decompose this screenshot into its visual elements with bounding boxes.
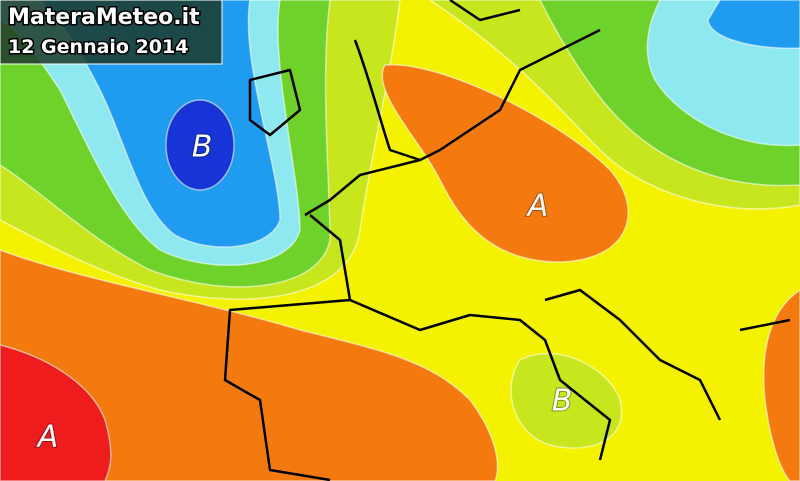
pressure-label: A bbox=[526, 189, 549, 224]
coastline bbox=[419, 0, 601, 162]
isobar-region bbox=[0, 344, 112, 481]
isobar-region bbox=[0, 249, 499, 481]
map-date: 12 Gennaio 2014 bbox=[8, 36, 188, 58]
site-name: MateraMeteo.it bbox=[8, 5, 200, 30]
isobar-region bbox=[381, 64, 629, 263]
header-box bbox=[0, 0, 223, 65]
coastline bbox=[248, 68, 302, 137]
pressure-label: A bbox=[36, 420, 59, 455]
pressure-label: B bbox=[552, 384, 573, 419]
pressure-label: B bbox=[192, 130, 213, 165]
isobar-region bbox=[510, 352, 623, 449]
coastline bbox=[304, 39, 422, 217]
isobar-region bbox=[165, 99, 235, 191]
coastline bbox=[349, 288, 791, 461]
coastline bbox=[223, 214, 352, 481]
isobar-region bbox=[763, 289, 800, 481]
